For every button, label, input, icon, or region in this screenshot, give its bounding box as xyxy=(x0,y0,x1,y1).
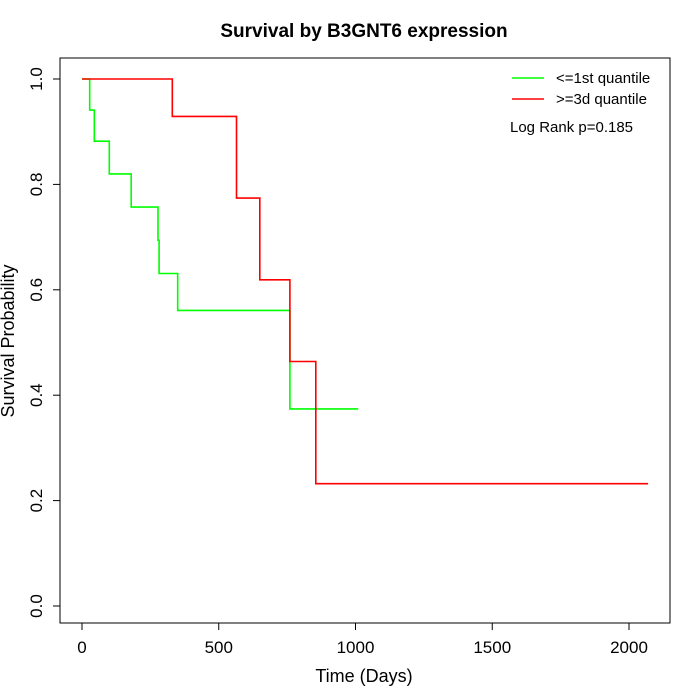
chart-title: Survival by B3GNT6 expression xyxy=(220,21,507,42)
plot-frame xyxy=(59,57,671,624)
y-axis-label: Survival Probability xyxy=(0,264,18,417)
series-line-2 xyxy=(82,78,649,485)
y-tick-label: 0.6 xyxy=(27,278,46,302)
legend: <=1st quantile >=3d quantile xyxy=(512,70,650,108)
legend-label-2: >=3d quantile xyxy=(556,91,647,108)
y-tick-label: 1.0 xyxy=(27,67,46,91)
x-tick-label: 1500 xyxy=(473,638,511,657)
x-tick-label: 500 xyxy=(205,638,233,657)
x-axis: 0 500 1000 1500 2000 xyxy=(77,622,648,657)
y-axis: 0.0 0.2 0.4 0.6 0.8 1.0 xyxy=(27,67,61,618)
legend-label-1: <=1st quantile xyxy=(556,70,650,87)
y-tick-label: 0.4 xyxy=(27,383,46,407)
x-tick-label: 1000 xyxy=(337,638,375,657)
y-tick-label: 0.0 xyxy=(27,594,46,618)
x-tick-label: 0 xyxy=(77,638,86,657)
y-tick-label: 0.2 xyxy=(27,489,46,513)
log-rank-annotation: Log Rank p=0.185 xyxy=(510,119,633,136)
x-tick-label: 2000 xyxy=(610,638,648,657)
y-tick-label: 0.8 xyxy=(27,173,46,197)
x-axis-label: Time (Days) xyxy=(315,666,412,686)
series-layer xyxy=(82,78,649,485)
series-line-1 xyxy=(82,78,359,410)
